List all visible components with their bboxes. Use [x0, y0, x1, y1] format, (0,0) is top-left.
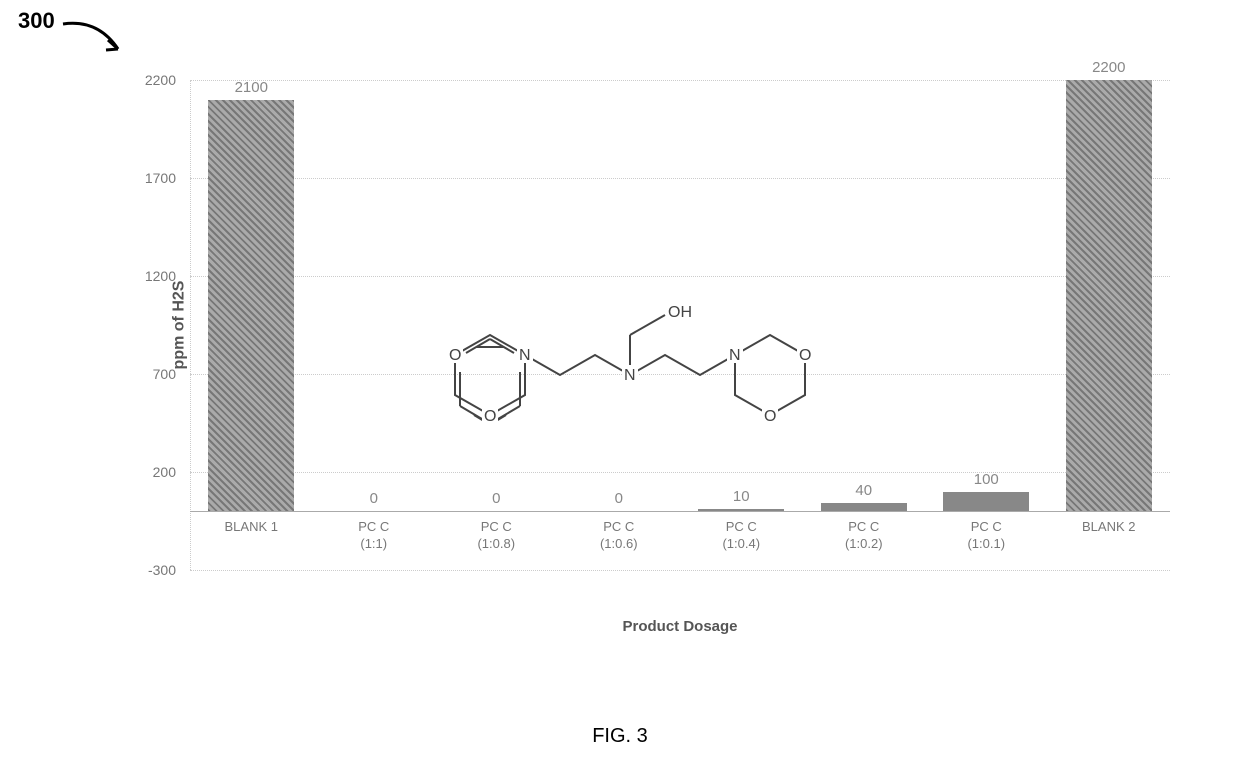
bar-value-label: 0	[558, 490, 681, 507]
bar-value-label: 0	[435, 490, 558, 507]
bar-slot: 0PC C (1:0.8)	[435, 80, 558, 570]
bar-value-label: 2100	[190, 79, 313, 96]
bar-slot: 10PC C (1:0.4)	[680, 80, 803, 570]
bar	[821, 503, 907, 511]
bar-value-label: 2200	[1048, 59, 1171, 76]
plot-area: ppm of H2S Product Dosage -3002007001200…	[190, 80, 1170, 570]
bar-chart: ppm of H2S Product Dosage -3002007001200…	[120, 70, 1180, 640]
bar-slot: 0PC C (1:0.6)	[558, 80, 681, 570]
x-axis-label: Product Dosage	[622, 618, 737, 635]
bar	[943, 492, 1029, 512]
bar-value-label: 100	[925, 471, 1048, 488]
y-axis-label: ppm of H2S	[170, 281, 188, 370]
bar-category-label: BLANK 2	[1035, 511, 1182, 536]
bar	[208, 100, 294, 512]
bar-slot: 100PC C (1:0.1)	[925, 80, 1048, 570]
figure-reference-number: 300	[18, 8, 55, 34]
bar-slot: 2200BLANK 2	[1048, 80, 1171, 570]
figure-caption: FIG. 3	[592, 725, 648, 748]
bar-value-label: 10	[680, 488, 803, 505]
bar-value-label: 40	[803, 482, 926, 499]
gridline	[190, 570, 1170, 571]
bar-value-label: 0	[313, 490, 436, 507]
reference-arrow-icon	[58, 14, 138, 74]
bar-slot: 2100BLANK 1	[190, 80, 313, 570]
bar-slot: 40PC C (1:0.2)	[803, 80, 926, 570]
bar	[1066, 80, 1152, 511]
bar-slot: 0PC C (1:1)	[313, 80, 436, 570]
